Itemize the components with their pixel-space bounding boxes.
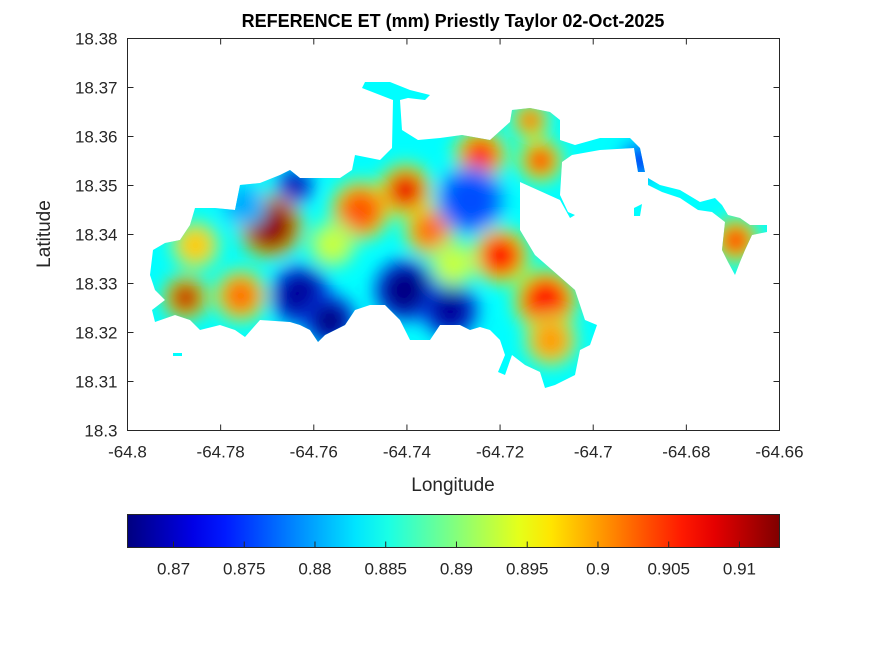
- x-tick-label: -64.8: [108, 443, 147, 462]
- heatmap-hotspot: [518, 108, 543, 133]
- y-tick-label: 18.34: [75, 226, 118, 245]
- heatmap-hotspot: [220, 275, 261, 316]
- heatmap-hotspot: [227, 189, 260, 222]
- y-tick-label: 18.36: [75, 128, 118, 147]
- colorbar-tick-label: 0.89: [440, 560, 473, 579]
- x-axis-label: Longitude: [411, 475, 494, 496]
- heatmap-hotspot: [310, 300, 351, 341]
- y-tick-label: 18.3: [84, 422, 117, 441]
- chart-title: REFERENCE ET (mm) Priestly Taylor 02-Oct…: [242, 11, 665, 31]
- heatmap-hotspot: [460, 135, 501, 176]
- x-tick-label: -64.78: [197, 443, 245, 462]
- heatmap-hotspot: [627, 149, 652, 173]
- y-tick-label: 18.33: [75, 275, 118, 294]
- heatmap-hotspot: [520, 275, 571, 326]
- heatmap-hotspot: [177, 227, 214, 264]
- axes: -64.8 -64.78 -64.76 -64.74 -64.72 -64.7 -64.68…: [75, 30, 804, 462]
- y-tick-label: 18.38: [75, 30, 118, 49]
- colorbar-gradient: [127, 514, 780, 548]
- x-tick-label: -64.72: [476, 443, 524, 462]
- heatmap-hotspot: [314, 226, 351, 263]
- colorbar: 0.87 0.875 0.88 0.885 0.89 0.895 0.9 0.905 0.91: [127, 514, 780, 579]
- heatmap-hotspot: [442, 172, 499, 229]
- x-tick-label: -64.7: [574, 443, 613, 462]
- x-tick-label: -64.76: [290, 443, 338, 462]
- heatmap-hotspot: [385, 170, 426, 211]
- heatmap-hotspot: [283, 173, 308, 198]
- colorbar-tick-label: 0.885: [364, 560, 407, 579]
- y-tick-label: 18.31: [75, 373, 118, 392]
- heatmap-hotspot: [428, 288, 473, 333]
- heatmap-hotspot: [410, 210, 451, 251]
- colorbar-tick-label: 0.87: [157, 560, 190, 579]
- heatmap-surface: [150, 82, 767, 388]
- y-tick-label: 18.32: [75, 324, 118, 343]
- x-tick-label: -64.68: [662, 443, 710, 462]
- heatmap-hotspot: [169, 281, 202, 314]
- y-tick-label: 18.35: [75, 177, 118, 196]
- heatmap-hotspot: [380, 265, 431, 316]
- colorbar-tick-label: 0.875: [223, 560, 266, 579]
- heatmap-hotspot: [336, 186, 385, 235]
- colorbar-tick-label: 0.9: [586, 560, 610, 579]
- heatmap-hotspot: [525, 145, 556, 176]
- colorbar-tick-label: 0.88: [298, 560, 331, 579]
- colorbar-tick-label: 0.895: [506, 560, 549, 579]
- heatmap-background: [150, 82, 767, 388]
- heatmap-hotspot: [719, 224, 752, 257]
- colorbar-tick-label: 0.91: [723, 560, 756, 579]
- y-tick-label: 18.37: [75, 79, 118, 98]
- heatmap-hotspot: [478, 233, 523, 278]
- y-axis-label: Latitude: [34, 200, 55, 268]
- x-tick-label: -64.74: [383, 443, 431, 462]
- heatmap-hotspot: [435, 245, 472, 282]
- colorbar-tick-label: 0.905: [647, 560, 690, 579]
- heatmap-hotspot: [530, 320, 571, 361]
- x-tick-label: -64.66: [755, 443, 803, 462]
